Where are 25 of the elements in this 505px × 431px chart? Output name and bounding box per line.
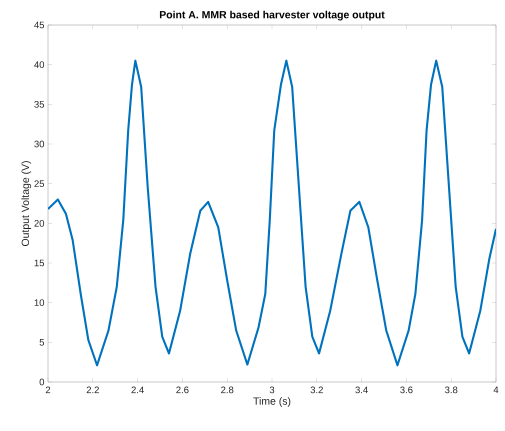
y-tick-label: 10	[34, 299, 44, 306]
x-tick-label: 2.8	[221, 386, 234, 394]
x-tick-label: 3.4	[355, 386, 368, 394]
y-tick-label: 30	[34, 140, 44, 148]
y-axis-title: Output Voltage (V)	[21, 161, 32, 246]
y-tick-label: 40	[34, 61, 44, 68]
y-tick-label: 45	[34, 22, 44, 28]
x-tick-label: 3	[270, 386, 274, 394]
y-tick-label: 0	[40, 378, 44, 386]
y-tick-label: 5	[40, 339, 44, 346]
x-tick-label: 2.4	[131, 386, 144, 394]
x-tick-label: 2	[46, 386, 50, 394]
y-tick-label: 15	[34, 260, 44, 266]
x-axis-title: Time (s)	[253, 397, 290, 407]
x-tick-label: 3.2	[310, 386, 323, 394]
x-tick-label: 2.2	[86, 386, 99, 394]
y-tick-label: 35	[34, 100, 44, 108]
line-series	[48, 60, 496, 366]
chart-title: Point A. MMR based harvester voltage output	[160, 10, 385, 21]
y-tick-label: 20	[34, 220, 44, 227]
y-tick-label: 25	[34, 180, 44, 188]
x-tick-label: 4	[494, 386, 498, 394]
x-tick-label: 2.6	[176, 386, 189, 394]
x-tick-label: 3.6	[400, 386, 413, 394]
x-tick-label: 3.8	[444, 386, 458, 394]
